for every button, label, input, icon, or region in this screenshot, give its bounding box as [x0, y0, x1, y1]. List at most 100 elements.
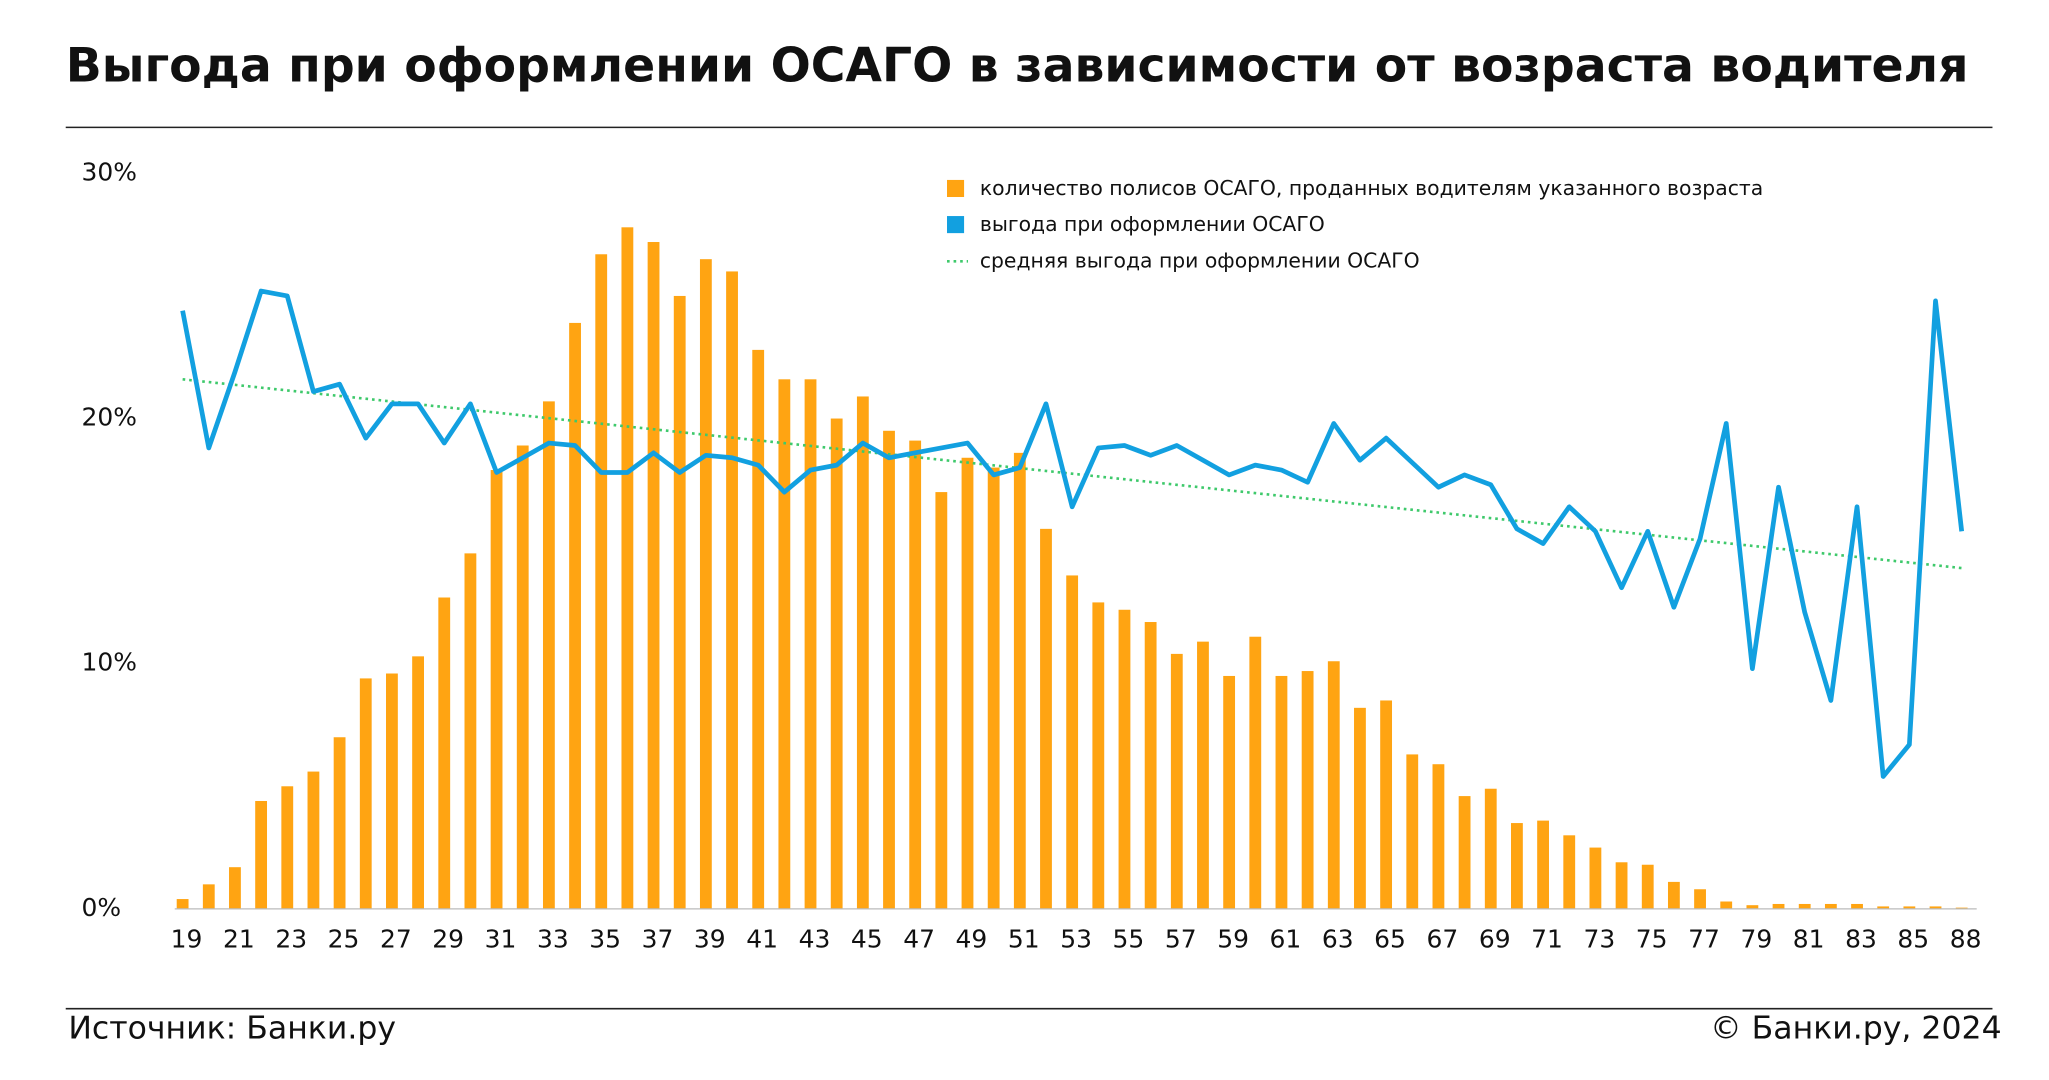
- bar: [1667, 881, 1680, 909]
- bar: [1406, 754, 1419, 909]
- bar: [412, 656, 424, 909]
- bar: [1013, 452, 1026, 909]
- bar: [569, 322, 581, 909]
- line: [180, 288, 1965, 779]
- x-tick-label: 21: [223, 924, 255, 953]
- bar: [1798, 903, 1811, 909]
- x-tick-label: 29: [432, 924, 464, 953]
- bar: [307, 771, 320, 909]
- trend-line: [182, 378, 1962, 570]
- bar: [1589, 847, 1602, 909]
- legend-label: выгода при оформлении ОСАГО: [980, 212, 1325, 236]
- bar: [1484, 788, 1497, 909]
- x-tick-label: 31: [485, 924, 517, 953]
- bar: [359, 678, 372, 909]
- bar: [1118, 609, 1131, 909]
- bar: [1327, 661, 1340, 909]
- bar: [1354, 707, 1366, 909]
- y-tick-label: 0%: [81, 893, 121, 922]
- x-tick-label: 53: [1060, 924, 1092, 953]
- bar: [1746, 905, 1759, 909]
- bar: [1223, 675, 1236, 909]
- bar: [1641, 864, 1654, 909]
- bar: [438, 597, 451, 909]
- x-tick-label: 57: [1165, 924, 1197, 953]
- bar: [490, 470, 503, 909]
- legend-swatch: [947, 179, 965, 198]
- bar: [1877, 906, 1890, 909]
- bar: [202, 884, 215, 909]
- bar: [1144, 622, 1157, 909]
- bar: [1824, 903, 1837, 909]
- source: Источник: Банки.ру: [68, 1011, 396, 1047]
- bar: [883, 430, 895, 909]
- x-tick-label: 61: [1270, 924, 1302, 953]
- copyright: © Банки.ру, 2024: [1710, 1011, 2002, 1047]
- bar: [778, 379, 791, 909]
- bar: [1432, 764, 1445, 909]
- bar: [1458, 796, 1471, 909]
- bar: [333, 737, 346, 909]
- bar: [1275, 675, 1288, 909]
- legend-swatch: [947, 216, 965, 234]
- bar: [909, 440, 922, 909]
- x-tick-label: 59: [1217, 924, 1249, 953]
- x-tick-label: 43: [799, 924, 831, 953]
- x-tick-label: 63: [1322, 924, 1354, 953]
- y-tick-label: 10%: [81, 648, 136, 677]
- bar: [1249, 636, 1262, 909]
- x-tick-label: 25: [328, 924, 360, 953]
- bar: [595, 254, 608, 909]
- bar: [856, 396, 869, 909]
- x-tick-label: 75: [1636, 924, 1668, 953]
- x-tick-label: 69: [1479, 924, 1511, 953]
- bar: [1197, 641, 1209, 909]
- x-tick-label: 49: [956, 924, 988, 953]
- y-tick-label: 30%: [81, 157, 136, 186]
- bar: [1772, 903, 1785, 909]
- y-tick-label: 20%: [81, 403, 136, 432]
- bar: [281, 786, 294, 909]
- bar: [804, 379, 817, 909]
- bar: [987, 467, 1000, 909]
- bar: [1720, 901, 1733, 909]
- bar: [229, 867, 241, 909]
- legend-label: количество полисов ОСАГО, проданных води…: [980, 176, 1763, 200]
- bar: [1563, 835, 1576, 909]
- x-tick-label: 79: [1740, 924, 1772, 953]
- bar: [542, 401, 555, 909]
- x-tick-label: 19: [171, 924, 203, 953]
- bar: [255, 800, 268, 909]
- bar: [673, 295, 686, 909]
- bar: [1066, 575, 1079, 909]
- x-tick-label: 39: [694, 924, 726, 953]
- x-tick-label: 23: [275, 924, 307, 953]
- x-tick-label: 51: [1008, 924, 1040, 953]
- x-tick-label: 67: [1427, 924, 1459, 953]
- x-tick-label: 45: [851, 924, 883, 953]
- x-tick-label: 47: [903, 924, 935, 953]
- bar: [1511, 823, 1523, 909]
- bar: [1040, 528, 1052, 909]
- x-tick-label: 85: [1897, 924, 1929, 953]
- bar: [1092, 602, 1105, 909]
- bar: [1694, 889, 1706, 909]
- x-tick-label: 83: [1845, 924, 1877, 953]
- bar: [464, 553, 477, 909]
- legend-label: средняя выгода при оформлении ОСАГО: [980, 248, 1420, 272]
- bar: [1537, 820, 1549, 909]
- bar: [1929, 906, 1942, 909]
- x-tick-label: 73: [1583, 924, 1615, 953]
- bar: [1903, 906, 1916, 909]
- bar: [752, 349, 765, 909]
- bar: [1170, 653, 1183, 909]
- bar: [1615, 862, 1628, 909]
- x-tick-label: 41: [746, 924, 778, 953]
- bar: [621, 227, 634, 909]
- x-tick-label: 81: [1793, 924, 1825, 953]
- bar: [386, 673, 398, 909]
- bar: [516, 445, 529, 909]
- x-tick-label: 35: [589, 924, 621, 953]
